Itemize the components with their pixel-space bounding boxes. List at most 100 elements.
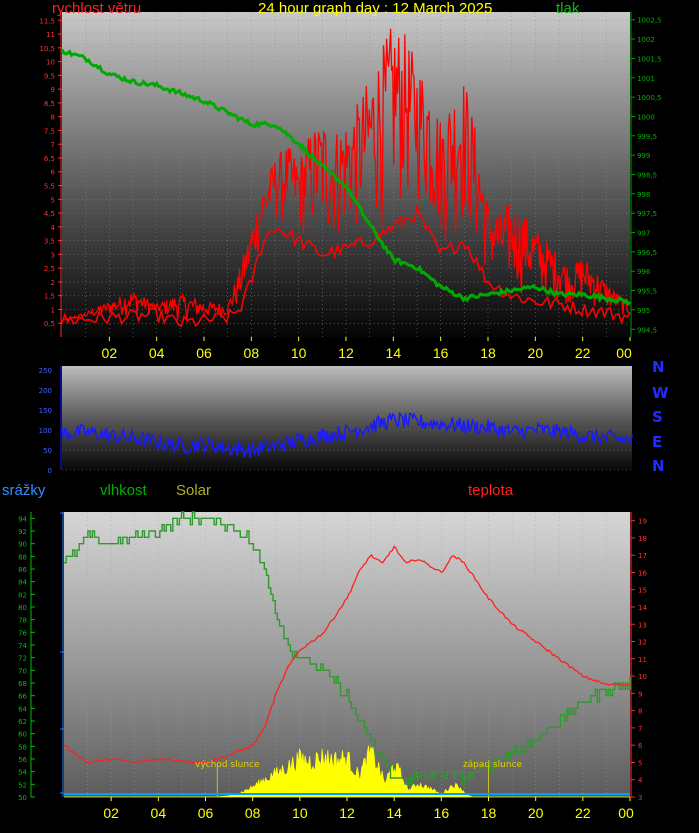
wind-x-tick-label: 20 [528, 345, 544, 361]
humidity-y-tick-label: 92 [18, 528, 27, 536]
compass-w: W [652, 384, 669, 402]
humidity-y-tick-label: 78 [18, 617, 27, 625]
temperature-y-tick-label: 16 [638, 569, 647, 577]
pressure-y-tick-label: 995,5 [637, 288, 657, 296]
humidity-y-tick-label: 82 [18, 591, 27, 599]
humidity-y-tick-label: 58 [18, 743, 27, 751]
pressure-y-tick-label: 1001,5 [637, 55, 662, 63]
direction-panel-background [62, 366, 632, 470]
humidity-y-tick-label: 50 [18, 794, 27, 802]
humidity-y-tick-label: 88 [18, 553, 27, 561]
humidity-x-tick-label: 08 [245, 805, 261, 821]
temperature-y-tick-label: 9 [638, 690, 642, 698]
temperature-y-tick-label: 3 [638, 794, 642, 802]
humidity-x-tick-label: 02 [103, 805, 119, 821]
temperature-y-tick-label: 17 [638, 552, 647, 560]
temperature-y-tick-label: 10 [638, 673, 647, 681]
humidity-y-tick-label: 54 [18, 769, 27, 777]
wind-average-series [61, 203, 631, 328]
wind-x-tick-label: 00 [616, 345, 632, 361]
humidity-y-tick-label: 86 [18, 566, 27, 574]
wind-y-tick-label: 10 [46, 59, 55, 67]
humidity-y-tick-label: 74 [18, 642, 27, 650]
wind-y-tick-label: 10,5 [39, 45, 55, 53]
wind-direction-series [61, 411, 633, 458]
compass-n-bottom: N [652, 457, 665, 475]
direction-y-tick-label: 100 [39, 427, 52, 435]
pressure-series [60, 48, 632, 307]
humidity-x-tick-label: 06 [198, 805, 214, 821]
wind-y-tick-label: 7,5 [44, 127, 55, 135]
wind-y-tick-label: 3,5 [44, 238, 55, 246]
humidity-x-tick-label: 00 [618, 805, 634, 821]
rain-label: srážky [2, 482, 46, 499]
wind-y-tick-label: 4,5 [44, 210, 55, 218]
humidity-y-tick-label: 70 [18, 667, 27, 675]
sunset-label: západ slunce [463, 760, 523, 770]
humidity-y-tick-label: 66 [18, 693, 27, 701]
wind-x-tick-label: 02 [102, 345, 118, 361]
temperature-y-tick-label: 6 [638, 742, 643, 750]
pressure-y-tick-label: 1001 [637, 75, 655, 83]
wind-gust-series [61, 28, 631, 322]
direction-y-tick-label: 200 [39, 387, 52, 395]
temperature-series [63, 545, 631, 764]
direction-y-tick-label: 50 [43, 447, 52, 455]
wind-y-tick-label: 11,5 [39, 17, 55, 25]
pressure-y-tick-label: 999 [637, 152, 650, 160]
wind-x-tick-label: 08 [244, 345, 260, 361]
humidity-x-tick-label: 12 [339, 805, 355, 821]
wind-y-tick-label: 6 [51, 169, 56, 177]
wind-y-tick-label: 8 [51, 114, 55, 122]
humidity-y-tick-label: 68 [18, 680, 27, 688]
pressure-y-tick-label: 1002 [637, 36, 655, 44]
wind-y-tick-label: 0,5 [44, 320, 55, 328]
humidity-y-tick-label: 90 [18, 541, 27, 549]
humidity-x-tick-label: 18 [481, 805, 497, 821]
pressure-label: tlak [556, 0, 580, 17]
humidity-label: vlhkost [100, 482, 147, 499]
temperature-y-tick-label: 8 [638, 708, 642, 716]
sunrise-label: východ slunce [195, 760, 260, 770]
temperature-label: teplota [468, 482, 514, 499]
temperature-y-tick-label: 4 [638, 777, 643, 785]
direction-y-tick-label: 150 [39, 407, 52, 415]
temperature-y-tick-label: 13 [638, 621, 647, 629]
humidity-y-tick-label: 72 [18, 655, 27, 663]
wind-y-tick-label: 9,5 [44, 72, 55, 80]
humidity-y-tick-label: 80 [18, 604, 27, 612]
wind-y-tick-label: 3 [51, 251, 55, 259]
wind-y-tick-label: 1 [51, 306, 55, 314]
pressure-y-tick-label: 999,5 [637, 133, 657, 141]
wind-y-tick-label: 5,5 [44, 183, 55, 191]
humidity-x-tick-label: 04 [151, 805, 167, 821]
wind-y-tick-label: 11 [46, 31, 55, 39]
wind-y-tick-label: 2 [51, 279, 55, 287]
temperature-y-tick-label: 15 [638, 587, 647, 595]
humidity-y-tick-label: 64 [18, 705, 27, 713]
humidity-y-tick-label: 76 [18, 629, 27, 637]
humidity-y-tick-label: 62 [18, 718, 27, 726]
pressure-y-tick-label: 997,5 [637, 210, 657, 218]
humidity-x-tick-label: 22 [575, 805, 591, 821]
pressure-y-tick-label: 996,5 [637, 249, 657, 257]
direction-y-tick-label: 250 [39, 367, 52, 375]
wind-y-tick-label: 6,5 [44, 155, 55, 163]
humidity-y-tick-label: 84 [18, 579, 27, 587]
temperature-y-tick-label: 5 [638, 759, 642, 767]
humidity-panel-background [64, 512, 630, 797]
humidity-y-tick-label: 60 [18, 731, 27, 739]
pressure-y-tick-label: 994,5 [637, 326, 657, 334]
solar-series [64, 745, 630, 798]
solar-label: Solar [176, 482, 212, 499]
wind-y-tick-label: 9 [51, 86, 55, 94]
pressure-y-tick-label: 1000 [637, 113, 655, 121]
wind-y-tick-label: 7 [51, 141, 55, 149]
humidity-x-tick-label: 10 [292, 805, 308, 821]
humidity-y-tick-label: 94 [18, 515, 27, 523]
direction-y-tick-label: 0 [48, 467, 52, 475]
wind-y-tick-label: 1,5 [44, 293, 55, 301]
humidity-y-tick-label: 56 [18, 756, 27, 764]
temperature-y-tick-label: 18 [638, 535, 647, 543]
humidity-x-tick-label: 16 [434, 805, 450, 821]
